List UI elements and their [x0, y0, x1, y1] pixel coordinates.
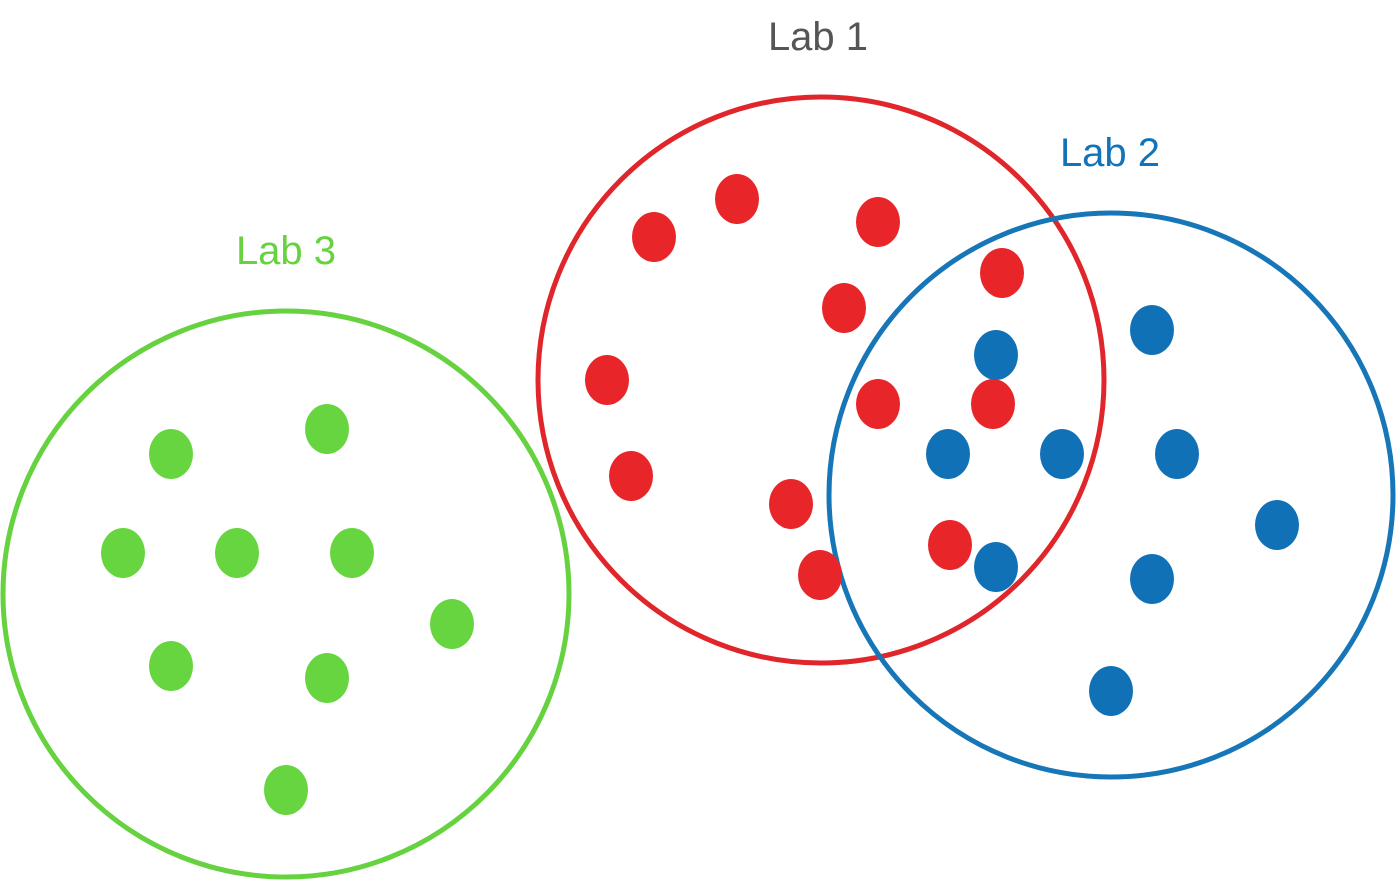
lab3-dot: [215, 528, 259, 578]
lab1-circle: [535, 94, 1107, 666]
lab2-dot: [1040, 429, 1084, 479]
lab1-dot: [585, 355, 629, 405]
lab2-dot: [1255, 500, 1299, 550]
lab1-dot: [980, 248, 1024, 298]
lab3-dots: [101, 404, 474, 815]
lab1-dot: [715, 174, 759, 224]
lab3-dot: [305, 653, 349, 703]
lab3-dot: [430, 599, 474, 649]
lab2-dot: [1130, 554, 1174, 604]
lab3-dot: [149, 641, 193, 691]
lab1-dot: [609, 451, 653, 501]
lab2-dot: [1130, 305, 1174, 355]
lab1-dot: [769, 479, 813, 529]
lab1-dot: [971, 379, 1015, 429]
lab3-dot: [264, 765, 308, 815]
lab2-dot: [926, 429, 970, 479]
lab2-dot: [1155, 429, 1199, 479]
lab1-dot: [822, 283, 866, 333]
lab2-circle: [826, 210, 1396, 780]
lab1-dot: [856, 379, 900, 429]
lab1-dot: [856, 197, 900, 247]
lab2-label: Lab 2: [1060, 131, 1160, 175]
lab3-dot: [101, 528, 145, 578]
lab2-dots: [926, 305, 1299, 716]
lab1-dot: [928, 520, 972, 570]
lab2-group: Lab 2: [826, 131, 1396, 780]
lab3-group: Lab 3: [0, 229, 572, 880]
lab3-dot: [149, 429, 193, 479]
lab2-dot: [974, 542, 1018, 592]
lab3-circle: [0, 308, 572, 880]
lab1-dot: [798, 550, 842, 600]
lab3-dot: [305, 404, 349, 454]
lab1-dots: [585, 174, 1024, 600]
lab3-dot: [330, 528, 374, 578]
lab2-dot: [1089, 666, 1133, 716]
lab3-label: Lab 3: [236, 229, 336, 273]
lab1-label: Lab 1: [768, 15, 868, 59]
lab1-group: Lab 1: [535, 15, 1107, 666]
lab1-dot: [632, 212, 676, 262]
lab2-dot: [974, 330, 1018, 380]
